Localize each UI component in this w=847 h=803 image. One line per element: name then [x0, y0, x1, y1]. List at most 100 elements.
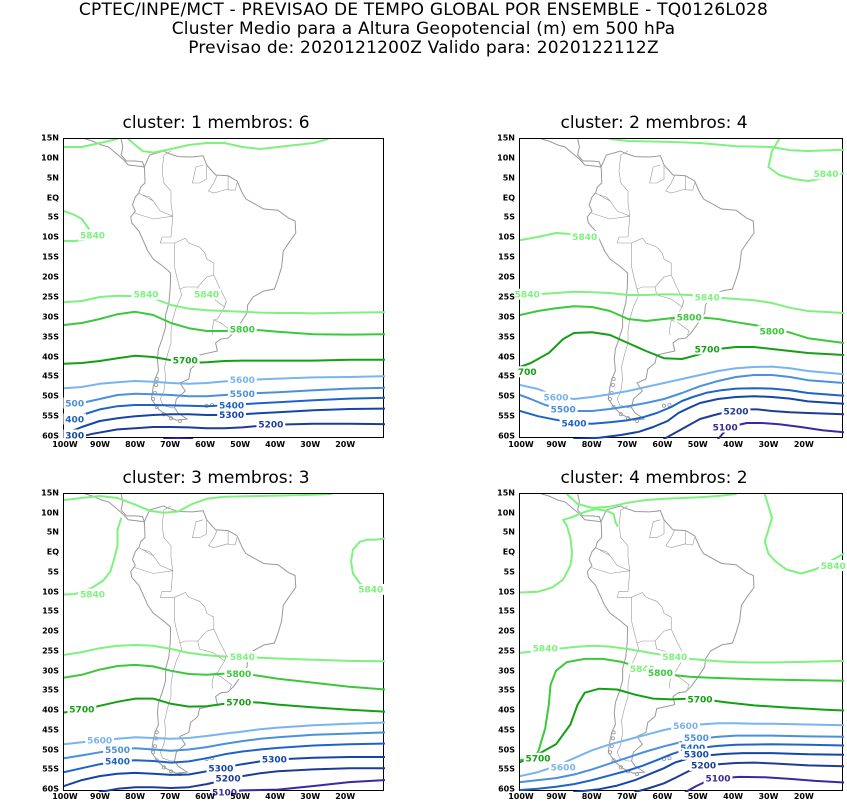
- island: [610, 736, 615, 741]
- contour-label: 5600: [230, 376, 255, 386]
- contour-line: [663, 408, 844, 439]
- contour-label-bg: [227, 374, 257, 386]
- map-svg: 5840 5840 5840 5840 5800 5800 5700 700 5600 5500 5…: [512, 139, 844, 439]
- contour-label-bg: [85, 734, 115, 746]
- contour-line: [64, 517, 123, 596]
- contour-label-bg: [213, 772, 243, 784]
- contour-line: [64, 354, 385, 365]
- contour-label-bg: [210, 786, 239, 798]
- contour-label-bg: [67, 703, 97, 715]
- lat-tick-label: 15S: [498, 252, 515, 262]
- contour-label-bg: [692, 343, 722, 355]
- country-border: [670, 300, 690, 336]
- country-border: [134, 567, 173, 574]
- lat-tick-label: 45S: [42, 725, 59, 735]
- lat-tick-label: 30S: [498, 312, 515, 322]
- central-america-coastline: [84, 139, 146, 168]
- panel-cluster-2: cluster: 2 membros: 4 5840 5840 5840 5840 58…: [424, 110, 847, 450]
- contour-label-bg: [671, 720, 700, 732]
- country-border: [669, 319, 672, 336]
- contour-label-bg: [103, 743, 132, 755]
- contour-label: 5500: [551, 406, 576, 416]
- contour-label: 5700: [69, 706, 94, 716]
- contour-label: 700: [518, 368, 537, 378]
- contour-label-bg: [206, 762, 236, 774]
- country-border: [142, 150, 174, 217]
- island: [154, 382, 159, 387]
- contour-label-bg: [227, 388, 257, 400]
- contour-label-bg: [548, 403, 578, 415]
- country-border: [665, 174, 686, 194]
- contour-label: 5200: [216, 774, 241, 784]
- lat-tick-label: 50S: [42, 391, 59, 401]
- country-border: [138, 547, 154, 556]
- contour-label: 5300: [219, 411, 244, 421]
- contour-label-bg: [548, 761, 578, 773]
- header-subtitle: Cluster Medio para a Altura Geopotencial…: [171, 19, 676, 39]
- contour-label: 5400: [561, 419, 586, 429]
- lon-tick-label: 40W: [265, 792, 286, 801]
- contour-label-bg: [660, 651, 690, 663]
- country-border: [211, 673, 215, 689]
- contour-label: 5840: [813, 170, 838, 180]
- contour-label: 5840: [230, 653, 255, 663]
- lat-tick-label: 5N: [502, 173, 515, 183]
- lon-tick-label: 90W: [90, 792, 110, 801]
- panel-title: cluster: 3 membros: 3: [122, 468, 310, 488]
- lat-tick-label: 20S: [42, 272, 59, 282]
- island: [667, 756, 672, 761]
- contour-label-bg: [818, 560, 847, 572]
- contour-line: [127, 139, 329, 154]
- lat-tick-label: 60S: [42, 784, 59, 794]
- lon-tick-label: 70W: [160, 440, 181, 449]
- lat-tick-label: 30S: [498, 666, 515, 676]
- contour-line: [64, 494, 333, 514]
- lat-tick-label: 55S: [498, 411, 515, 421]
- country-border: [134, 212, 173, 220]
- contour-label: 300: [65, 431, 84, 441]
- lat-tick-label: 5N: [46, 527, 59, 537]
- contour-label: 5300: [262, 756, 287, 766]
- contour-label-bg: [678, 742, 708, 754]
- map-layer: [520, 139, 844, 439]
- lat-tick-label: 50S: [498, 391, 515, 401]
- contour-label: 5840: [134, 291, 159, 301]
- lon-tick-label: 70W: [617, 792, 638, 801]
- lon-tick-label: 40W: [723, 440, 744, 449]
- lon-tick-label: 50W: [230, 792, 251, 801]
- lat-tick-label: 20S: [498, 272, 515, 282]
- contour-label-bg: [685, 693, 715, 705]
- country-border: [649, 519, 665, 538]
- contour-line: [223, 779, 385, 792]
- contour-label: 5500: [684, 734, 709, 744]
- lat-tick-label: 5S: [47, 567, 59, 577]
- contour-line: [520, 722, 844, 778]
- map-frame: 5840 5840 5840 5840 5800 5800 5700 700 5600 5500 5…: [512, 138, 844, 439]
- contour-label: 5700: [695, 345, 720, 355]
- lat-tick-label: 15N: [41, 488, 59, 498]
- lat-tick-label: 40S: [498, 705, 515, 715]
- lon-tick-label: 50W: [687, 440, 708, 449]
- contour-label: 5840: [80, 231, 105, 241]
- lat-tick-label: EQ: [502, 193, 515, 203]
- lat-tick-label: 10N: [497, 153, 515, 163]
- lat-tick-label: 10N: [41, 153, 59, 163]
- contour-line: [573, 395, 844, 439]
- contour-label: 5800: [677, 313, 702, 323]
- lat-tick-label: 15N: [497, 133, 515, 143]
- country-border: [159, 642, 183, 762]
- contour-label-bg: [559, 417, 589, 429]
- lat-tick-label: 35S: [42, 332, 59, 342]
- contour-line: [520, 657, 844, 762]
- contour-label-bg: [170, 354, 200, 366]
- contour-line: [609, 139, 844, 152]
- lon-tick-label: 100W: [508, 440, 534, 449]
- lat-tick-label: 60S: [498, 431, 515, 441]
- island: [635, 772, 640, 777]
- lon-tick-label: 40W: [723, 792, 744, 801]
- contour-label: 5840: [695, 294, 720, 304]
- island: [667, 402, 672, 407]
